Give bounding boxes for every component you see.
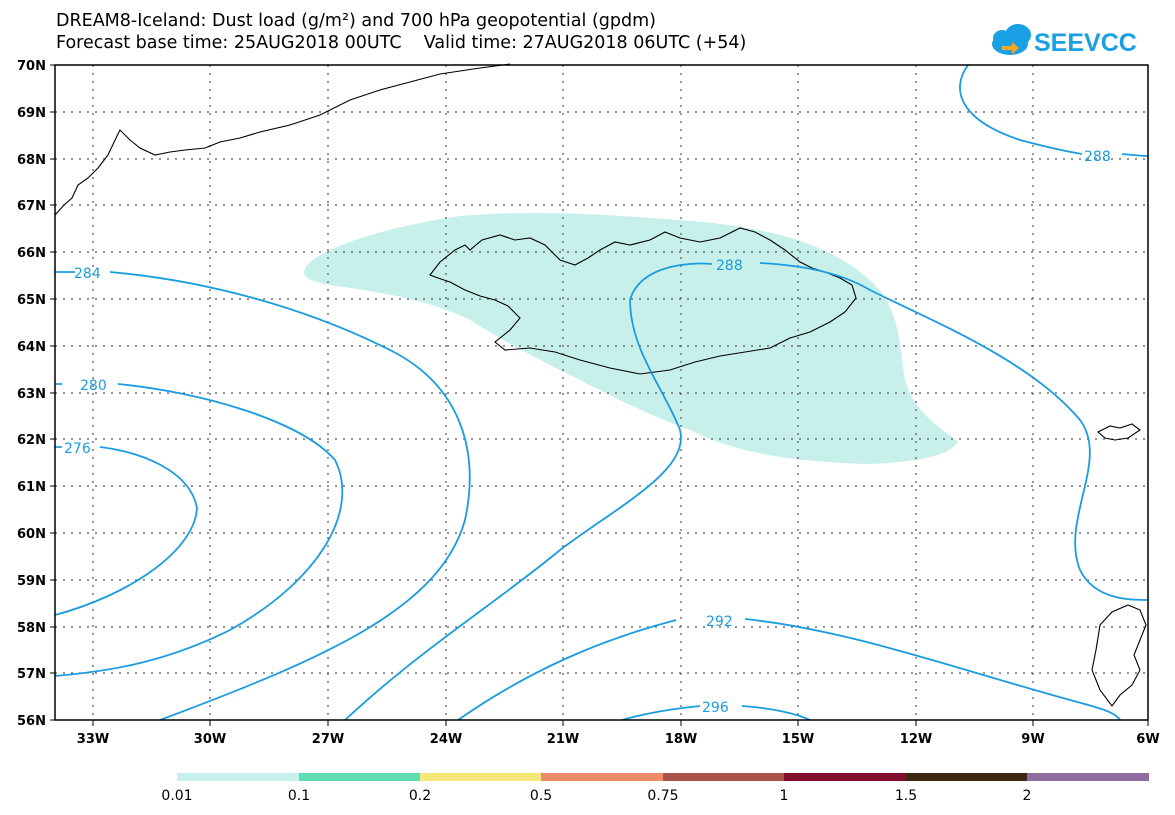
contour-label-296: 296 bbox=[702, 700, 729, 716]
contour-label-288-ne: 288 bbox=[1084, 149, 1111, 165]
colorbar-segment bbox=[663, 773, 784, 781]
lat-label: 70N bbox=[17, 59, 46, 74]
lon-label: 21W bbox=[547, 732, 579, 747]
contour-label-292: 292 bbox=[706, 614, 733, 630]
lon-label: 30W bbox=[194, 732, 226, 747]
logo-text: SEEVCCC bbox=[1034, 29, 1138, 57]
seevccc-logo: SEEVCCC bbox=[992, 24, 1138, 57]
lon-label: 33W bbox=[77, 732, 109, 747]
colorbar-segment bbox=[177, 773, 299, 781]
lat-label: 68N bbox=[17, 153, 46, 168]
colorbar-label: 0.75 bbox=[647, 788, 678, 804]
lat-axis bbox=[50, 64, 55, 721]
colorbar bbox=[177, 773, 1149, 781]
lat-label: 64N bbox=[17, 340, 46, 355]
lat-label: 62N bbox=[17, 433, 46, 448]
lat-label: 59N bbox=[17, 574, 46, 589]
lon-axis bbox=[92, 720, 1149, 726]
scotland-coast bbox=[1091, 604, 1147, 707]
contour-label-276: 276 bbox=[64, 441, 91, 457]
contour-label-288: 288 bbox=[716, 258, 743, 274]
colorbar-segment bbox=[541, 773, 663, 781]
lat-label: 69N bbox=[17, 106, 46, 121]
grid-lines bbox=[55, 65, 1148, 720]
colorbar-label: 0.01 bbox=[161, 788, 192, 804]
colorbar-label: 0.5 bbox=[530, 788, 552, 804]
lon-label: 6W bbox=[1136, 732, 1159, 747]
colorbar-label: 1.5 bbox=[895, 788, 917, 804]
colorbar-segment bbox=[784, 773, 906, 781]
cloud-icon bbox=[992, 24, 1031, 55]
contour-280 bbox=[54, 383, 344, 677]
colorbar-label: 0.2 bbox=[409, 788, 431, 804]
contour-292 bbox=[457, 618, 1121, 721]
contour-288-main bbox=[344, 262, 1149, 721]
colorbar-label: 2 bbox=[1023, 788, 1032, 804]
lat-label: 65N bbox=[17, 293, 46, 308]
lat-label: 56N bbox=[17, 714, 46, 729]
contour-284 bbox=[55, 271, 471, 721]
lon-label: 9W bbox=[1021, 732, 1044, 747]
dust-load-area bbox=[304, 213, 958, 464]
lat-label: 57N bbox=[17, 667, 46, 682]
colorbar-segment bbox=[420, 773, 541, 781]
lat-label: 63N bbox=[17, 387, 46, 402]
lat-label: 66N bbox=[17, 246, 46, 261]
lon-label: 18W bbox=[665, 732, 697, 747]
lon-label: 12W bbox=[900, 732, 932, 747]
contour-label-280: 280 bbox=[80, 378, 107, 394]
contour-288-ne bbox=[959, 64, 1149, 157]
faroe-coast bbox=[1097, 423, 1141, 441]
colorbar-label: 0.1 bbox=[288, 788, 310, 804]
geopotential-contours bbox=[54, 64, 1149, 721]
colorbar-segment bbox=[299, 773, 420, 781]
contour-296 bbox=[621, 705, 811, 721]
contour-276 bbox=[54, 446, 198, 616]
greenland-coast bbox=[54, 63, 511, 216]
lat-label: 61N bbox=[17, 480, 46, 495]
lon-label: 15W bbox=[782, 732, 814, 747]
colorbar-segment bbox=[1027, 773, 1149, 781]
map-title: DREAM8-Iceland: Dust load (g/m²) and 700… bbox=[56, 11, 656, 31]
lat-label: 60N bbox=[17, 527, 46, 542]
lat-label: 67N bbox=[17, 199, 46, 214]
lon-label: 24W bbox=[430, 732, 462, 747]
colorbar-label: 1 bbox=[780, 788, 789, 804]
contour-label-284: 284 bbox=[74, 266, 101, 282]
lon-label: 27W bbox=[312, 732, 344, 747]
lat-label: 58N bbox=[17, 621, 46, 636]
colorbar-segment bbox=[906, 773, 1027, 781]
map-subtitle: Forecast base time: 25AUG2018 00UTC Vali… bbox=[56, 33, 747, 53]
